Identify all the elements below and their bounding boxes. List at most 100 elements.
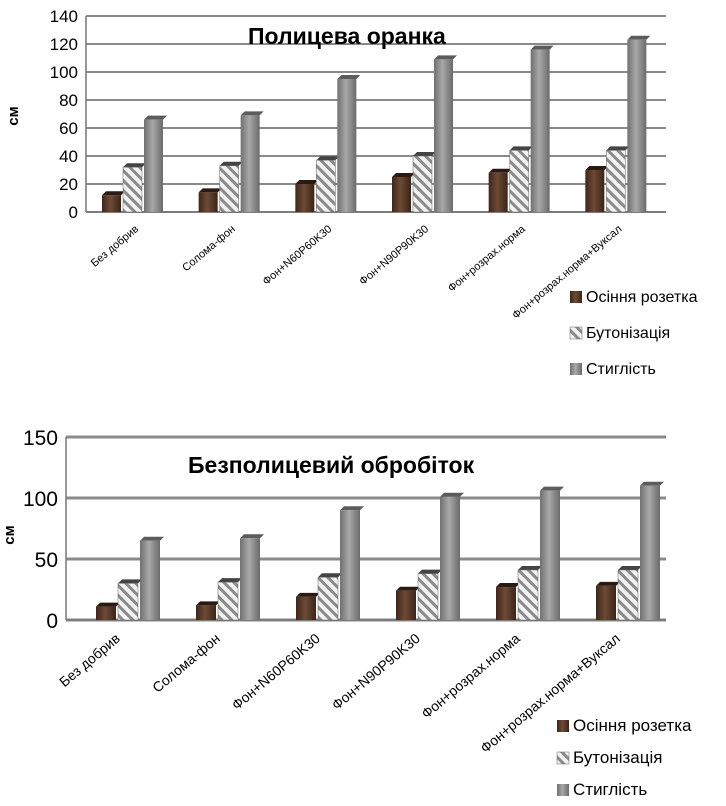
- bar-top: [518, 565, 542, 570]
- chart-title: Полицева оранка: [248, 23, 446, 49]
- x-tick-label: Без добрив: [89, 223, 141, 270]
- y-tick-label: 150: [23, 427, 58, 450]
- bar: [96, 606, 116, 620]
- bar: [540, 490, 560, 620]
- legend-swatch: [557, 784, 569, 796]
- bar: [240, 115, 260, 212]
- bar-top: [295, 180, 319, 184]
- bar-top: [144, 115, 167, 120]
- chart-bezpolytsevyi-obrobitok: 0 50 100 150 Без добрив Солома-фон Фон+N60P60K…: [1, 427, 692, 799]
- x-tick-label: Фон+N60P60K30: [261, 223, 335, 288]
- bar-top: [618, 565, 642, 570]
- x-tick-label: Фон+N90P90K30: [328, 630, 423, 713]
- bar: [640, 485, 660, 620]
- bar-top: [219, 161, 243, 166]
- legend-swatch: [570, 363, 582, 375]
- bar: [196, 605, 216, 620]
- legend-label: Осіння розетка: [573, 716, 692, 735]
- bar-top: [316, 156, 340, 161]
- y-axis-label: см: [1, 525, 18, 544]
- chart-polytseva-oranka: 0 20 40 60 80 100 120 140 Без добрив Солома-фон Фо…: [5, 7, 698, 378]
- bar: [117, 583, 139, 621]
- x-tick-label: Фон+розрах.норма: [418, 630, 523, 722]
- legend-swatch: [556, 751, 570, 765]
- legend-swatch: [570, 291, 582, 303]
- x-tick-label: Солома-фон: [180, 223, 238, 274]
- bar-top: [318, 573, 342, 578]
- x-tick-label: Фон+N90P90K30: [357, 223, 431, 288]
- y-tick-label: 100: [50, 63, 78, 82]
- bar: [596, 585, 616, 620]
- y-tick-label: 0: [46, 610, 58, 633]
- x-tick-label: Фон+розрах.норма+Вуксал: [510, 223, 624, 322]
- bar: [496, 587, 516, 620]
- bar: [417, 573, 439, 621]
- bar-top: [96, 602, 120, 607]
- y-tick-label: 80: [59, 91, 78, 110]
- bar: [140, 540, 160, 620]
- bar: [392, 177, 411, 212]
- bar-top: [240, 111, 264, 116]
- x-tick-label: Фон+розрах.норма: [446, 223, 529, 295]
- bar-top: [337, 75, 361, 79]
- y-tick-label: 0: [69, 203, 78, 222]
- legend-label: Стиглість: [586, 361, 656, 378]
- bar: [217, 581, 239, 621]
- bar-top: [296, 592, 320, 597]
- bar: [219, 165, 239, 213]
- bar: [102, 195, 121, 212]
- legend-swatch: [557, 720, 569, 732]
- bar-top: [218, 578, 242, 583]
- bar-top: [509, 146, 533, 151]
- bar-top: [585, 166, 609, 170]
- bar-top: [123, 163, 146, 168]
- legend-label: Бутонізація: [573, 748, 662, 767]
- y-tick-label: 50: [35, 549, 58, 572]
- bar-top: [596, 581, 620, 586]
- bar: [517, 569, 539, 621]
- bar-top: [496, 583, 520, 588]
- y-tick-label: 140: [50, 7, 78, 26]
- bar: [316, 159, 336, 213]
- bar-top: [340, 506, 364, 511]
- x-tick-label: Солома-фон: [149, 630, 223, 695]
- bar-top: [140, 536, 164, 541]
- x-tick-label: Фон+N60P60K30: [228, 630, 323, 713]
- y-tick-label: 100: [23, 488, 58, 511]
- bar-top: [198, 188, 222, 193]
- bar-top: [640, 481, 664, 486]
- bar: [627, 39, 647, 212]
- bar-top: [440, 492, 464, 497]
- bar: [240, 538, 260, 620]
- bar: [340, 510, 360, 620]
- bar-top: [240, 534, 264, 539]
- bar: [488, 172, 508, 212]
- bar-top: [540, 486, 564, 491]
- bar: [412, 155, 433, 213]
- x-tick-label: Без добрив: [56, 630, 123, 690]
- bar: [198, 192, 218, 212]
- y-axis-label: см: [5, 106, 22, 125]
- y-tick-label: 20: [59, 175, 78, 194]
- y-tick-label: 60: [59, 119, 78, 138]
- bar: [295, 184, 315, 212]
- y-tick-label: 40: [59, 147, 78, 166]
- bar: [617, 569, 639, 621]
- bar: [122, 166, 143, 213]
- bar: [440, 496, 460, 620]
- legend-label: Стиглість: [573, 780, 647, 799]
- bar: [144, 119, 163, 212]
- y-tick-label: 120: [50, 35, 78, 54]
- bar-top: [627, 35, 651, 40]
- bar: [585, 170, 605, 212]
- bar: [434, 59, 453, 213]
- bar: [509, 150, 529, 213]
- bar-top: [606, 146, 630, 151]
- bar-top: [118, 579, 142, 584]
- bar-top: [530, 45, 554, 50]
- bar-top: [392, 173, 415, 177]
- legend-label: Бутонізація: [586, 325, 670, 342]
- bar: [337, 79, 357, 212]
- bar: [396, 590, 416, 620]
- bar-top: [396, 586, 420, 591]
